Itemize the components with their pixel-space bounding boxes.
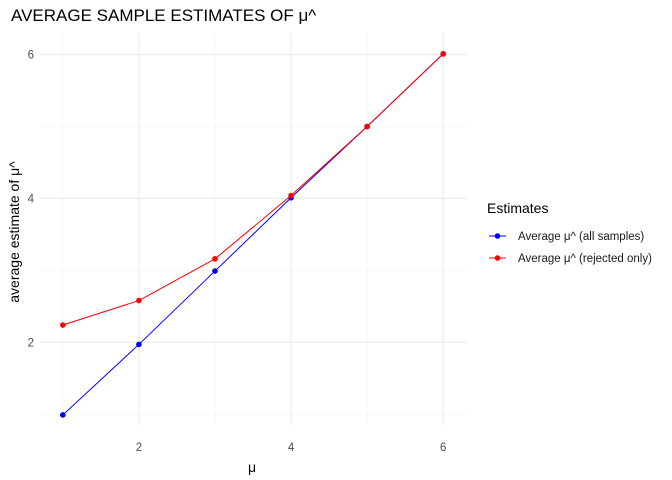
data-point <box>212 268 218 274</box>
chart-title: AVERAGE SAMPLE ESTIMATES OF μ^ <box>11 6 316 25</box>
data-point <box>60 322 66 328</box>
series-line <box>62 53 444 326</box>
legend-key-point <box>494 255 501 261</box>
data-point <box>60 412 66 418</box>
series-layer <box>60 51 446 418</box>
grid <box>40 33 466 425</box>
data-point <box>364 123 370 130</box>
data-point <box>212 256 218 262</box>
data-point <box>288 192 294 199</box>
series-2 <box>60 51 446 328</box>
data-point <box>136 297 142 304</box>
data-point <box>136 341 142 348</box>
legend-items: Average μ^ (all samples) Average μ^ (reje… <box>489 231 652 265</box>
x-tick-label: 2 <box>136 442 142 454</box>
legend-label: Average μ^ (rejected only) <box>518 253 652 265</box>
x-tick-label: 4 <box>288 442 295 454</box>
y-axis-title: average estimate of μ^ <box>6 161 22 303</box>
legend-label: Average μ^ (all samples) <box>518 231 644 243</box>
legend: Estimates Average μ^ (all samples)Averag… <box>487 200 652 265</box>
data-point <box>440 51 446 57</box>
tick-labels: 2 4 6 2 4 6 <box>28 50 447 454</box>
legend-title: Estimates <box>487 200 548 216</box>
y-tick-label: 6 <box>28 50 34 62</box>
x-tick-label: 6 <box>440 442 446 454</box>
legend-key-point <box>494 233 501 239</box>
y-tick-label: 4 <box>28 193 35 205</box>
y-tick-label: 2 <box>28 337 34 349</box>
legend-item: Average μ^ (all samples) <box>489 231 644 243</box>
x-axis-title: μ <box>248 459 256 475</box>
legend-item: Average μ^ (rejected only) <box>489 253 652 265</box>
